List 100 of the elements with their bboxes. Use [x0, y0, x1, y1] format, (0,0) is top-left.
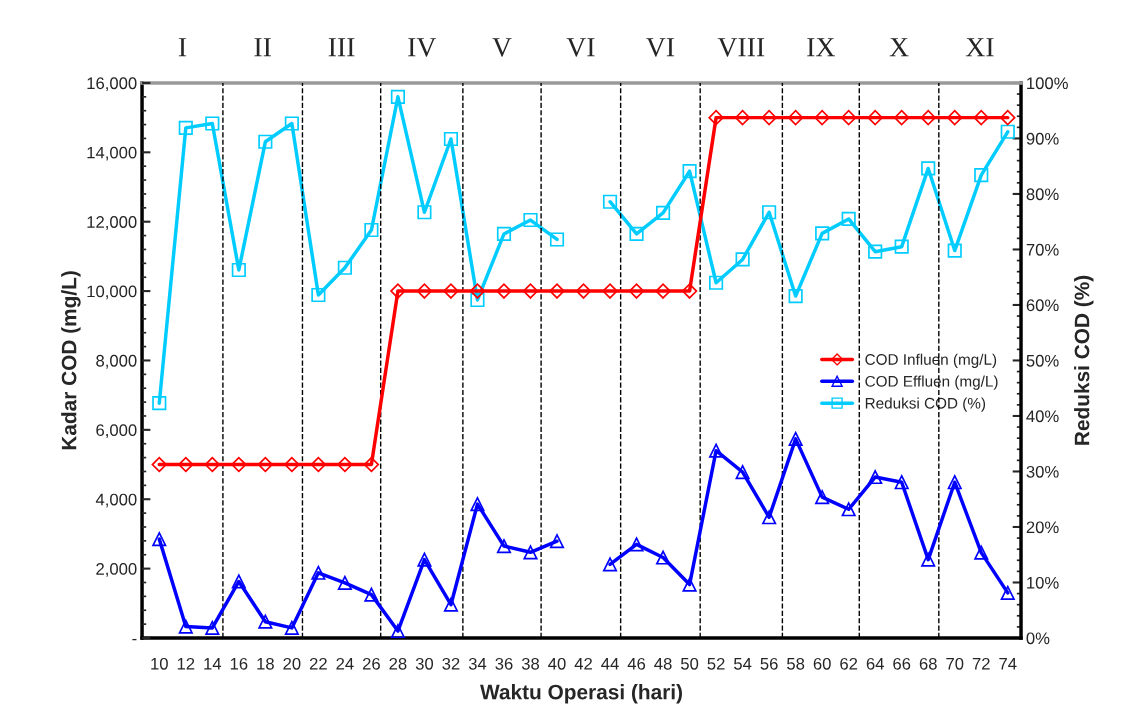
x-tick-label: 32	[442, 657, 460, 670]
y-tick-label: -	[132, 638, 137, 641]
y-tick-label: 14,000	[87, 146, 137, 161]
point	[469, 283, 486, 299]
point	[921, 552, 936, 567]
point	[523, 545, 538, 560]
y2-tick-label: 40%	[1026, 410, 1059, 423]
x-tick-label: 26	[362, 657, 380, 670]
point	[364, 587, 379, 602]
point	[655, 550, 671, 565]
point	[762, 510, 777, 525]
point	[947, 243, 962, 258]
text: III	[328, 38, 355, 57]
point	[682, 577, 697, 592]
text: IX	[807, 38, 835, 57]
y-tick-label: 6,000	[96, 424, 137, 439]
y2-tick-label: 70%	[1026, 243, 1059, 256]
text: V	[492, 38, 512, 57]
point	[284, 116, 299, 131]
point	[178, 619, 193, 634]
x-tick-label: 62	[840, 657, 858, 670]
point	[894, 475, 909, 490]
y2-tick-label: 90%	[1026, 132, 1059, 145]
x-axis-title: Waktu Operasi (hari)	[480, 684, 682, 704]
point	[1000, 109, 1016, 126]
legend-label: COD Effluen (mg/L)	[865, 375, 998, 390]
x-tick-label: 68	[919, 657, 937, 670]
y2-tick-label: 10%	[1027, 576, 1059, 589]
point	[205, 116, 220, 131]
point	[629, 537, 644, 552]
point	[337, 456, 353, 473]
x-tick-label: 60	[813, 657, 831, 670]
y2-tick-label: 50%	[1026, 354, 1059, 367]
point	[655, 283, 671, 299]
point	[1000, 585, 1015, 600]
point	[417, 205, 432, 220]
point	[814, 109, 830, 126]
x-tick-label: 58	[787, 657, 805, 670]
x-tick-label: 10	[151, 657, 168, 670]
x-tick-label: 18	[257, 657, 274, 670]
point	[416, 283, 433, 299]
point	[470, 497, 485, 512]
point	[920, 109, 936, 126]
point	[734, 109, 751, 126]
x-tick-label: 28	[389, 657, 407, 670]
point	[709, 275, 724, 290]
legend-label: COD Influen (mg/L)	[865, 353, 997, 368]
point	[787, 109, 804, 126]
point	[496, 538, 512, 554]
point	[152, 532, 167, 547]
x-tick-label: 30	[415, 657, 434, 670]
x-tick-label: 56	[760, 657, 778, 670]
text: II	[254, 38, 271, 57]
point	[470, 292, 485, 308]
x-tick-label: 36	[495, 657, 513, 670]
point	[549, 534, 565, 549]
y-tick-label: 10,000	[87, 285, 137, 300]
point	[947, 475, 962, 490]
y-tick-label: 8,000	[96, 354, 137, 369]
point	[364, 222, 379, 238]
point	[1000, 124, 1015, 139]
point	[310, 456, 327, 473]
point	[788, 431, 803, 446]
point	[258, 614, 273, 629]
text: IV	[408, 38, 437, 57]
y2-tick-label: 20%	[1026, 521, 1059, 534]
point	[549, 283, 565, 299]
point	[443, 131, 459, 147]
point	[681, 283, 698, 299]
x-tick-label: 16	[230, 657, 248, 670]
point	[921, 161, 936, 176]
x-tick-label: 40	[548, 657, 566, 670]
x-tick-label: 70	[946, 657, 964, 670]
point	[602, 283, 618, 299]
point	[974, 545, 989, 560]
point	[284, 456, 300, 473]
point	[443, 283, 459, 299]
point	[178, 120, 193, 135]
y2-tick-label: 0%	[1026, 632, 1050, 645]
point	[841, 211, 856, 227]
text: VI	[646, 38, 675, 57]
text: VIII	[717, 38, 765, 57]
point	[443, 597, 459, 612]
point	[628, 283, 645, 299]
point	[973, 109, 989, 126]
x-tick-label: 52	[707, 657, 725, 670]
point	[788, 288, 803, 304]
y2-axis-title: Reduksi COD (%)	[1074, 275, 1094, 445]
text: XI	[965, 38, 994, 57]
point	[868, 244, 883, 259]
point	[947, 109, 963, 126]
x-tick-label: 64	[866, 657, 884, 670]
point	[575, 283, 592, 299]
point	[152, 396, 167, 411]
point	[337, 260, 352, 275]
point	[602, 194, 618, 209]
point	[363, 456, 380, 473]
point	[337, 575, 352, 590]
legend-label: Reduksi COD (%)	[865, 397, 986, 412]
point	[231, 456, 247, 473]
